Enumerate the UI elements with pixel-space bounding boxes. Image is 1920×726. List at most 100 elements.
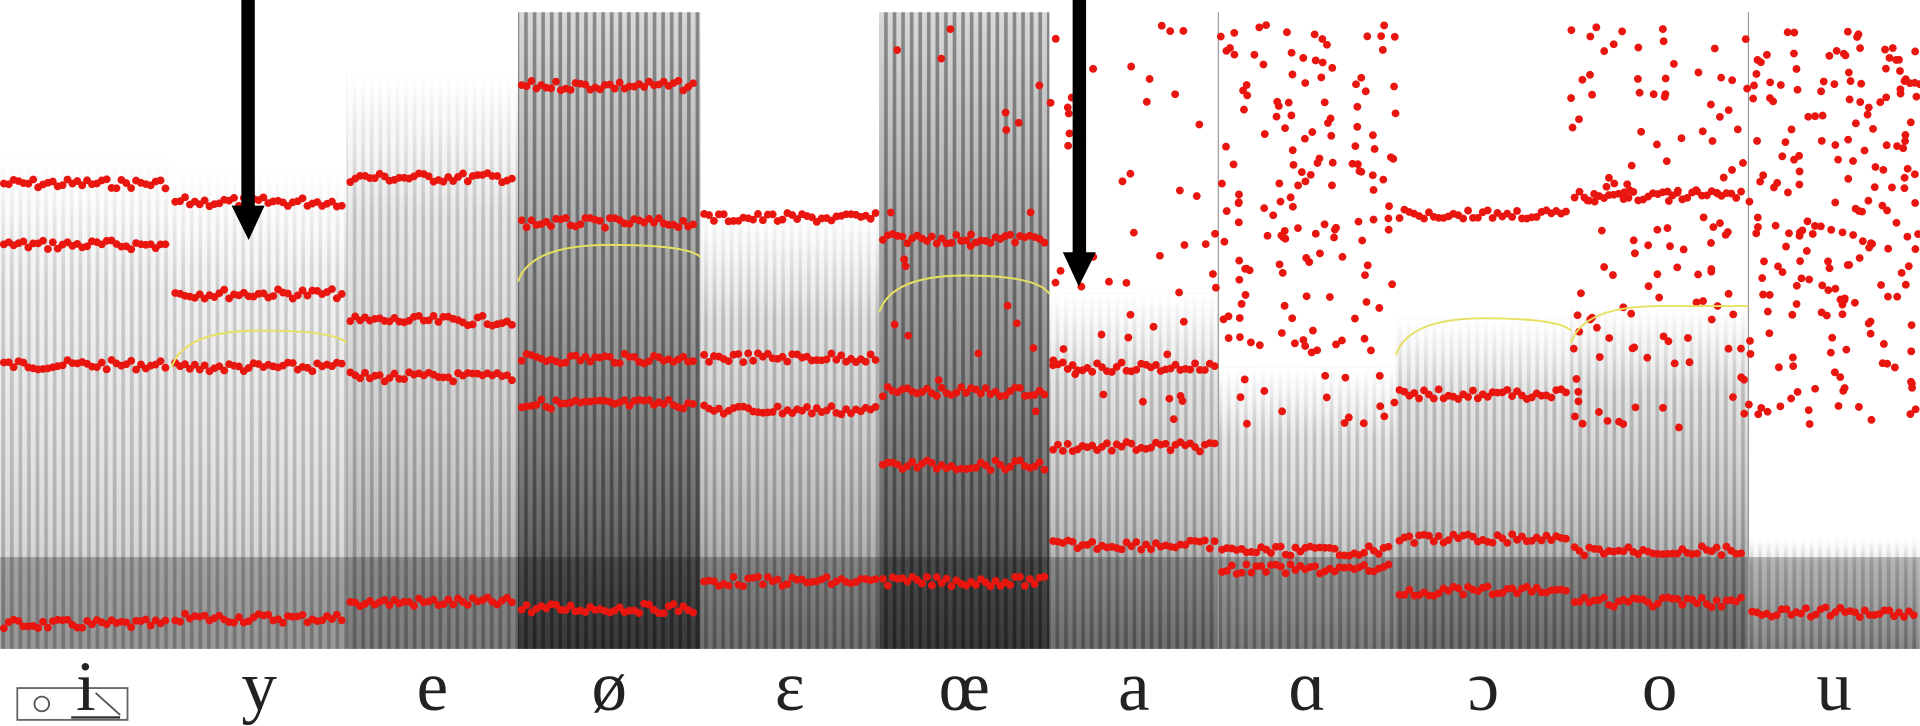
formant-point [1243,91,1252,100]
formant-point [749,356,758,365]
formant-point [1765,329,1774,338]
formant-point [1740,409,1749,418]
formant-point [1610,179,1619,188]
formant-point [754,210,762,218]
formant-point [1518,532,1526,541]
formant-point [1844,135,1853,144]
spectrogram-shade [879,12,1050,649]
formant-point [1574,387,1583,396]
formant-point [1783,188,1792,197]
formant-point [576,220,585,229]
formant-point [1728,166,1736,174]
formant-point [1630,249,1639,258]
formant-point [385,601,394,610]
formant-point [1900,612,1908,621]
formant-point [1142,97,1151,106]
formant-point [957,383,966,392]
formant-point [1105,277,1113,286]
formant-point [1759,290,1768,299]
formant-point [1532,583,1541,592]
formant-point [1866,329,1875,338]
formant-point [1844,68,1853,77]
formant-point [669,600,678,609]
formant-point [807,409,816,418]
formant-point [1746,336,1754,345]
formant-point [1792,65,1801,73]
formant-point [1132,538,1141,547]
formant-point [1811,112,1820,121]
formant-point [837,410,846,419]
formant-point [793,215,802,224]
formant-point [1353,122,1362,131]
formant-point [1211,283,1220,292]
formant-point [1434,385,1443,394]
formant-point [1351,314,1359,323]
formant-point [1503,538,1512,547]
formant-point [112,184,121,193]
formant-point [1230,28,1239,37]
formant-point [1662,157,1671,166]
formant-point [1269,211,1278,220]
formant-point [1379,175,1388,184]
formant-point [1065,129,1074,138]
formant-point [773,575,782,584]
formant-point [1031,407,1040,416]
formant-point [1237,568,1246,577]
formant-point [1155,251,1164,260]
formant-point [890,320,899,329]
vowel-label: ɑ [1289,648,1326,726]
formant-point [552,600,560,609]
formant-point [1772,611,1781,620]
formant-point [1352,80,1360,89]
formant-point [1580,551,1589,560]
formant-point [1763,50,1771,59]
formant-point [1362,298,1371,306]
formant-point [1380,21,1389,30]
formant-point [83,242,92,251]
formant-point [1051,34,1060,43]
formant-point [1911,199,1920,207]
formant-point [625,219,634,228]
formant-point [1797,274,1806,283]
formant-point [1699,213,1708,222]
formant-point [200,196,209,205]
formant-point [1003,301,1012,310]
formant-point [773,402,782,411]
formant-point [1600,593,1608,602]
formant-point [886,208,895,217]
formant-point [1737,344,1745,353]
formant-point [1787,125,1796,134]
formant-point [1054,440,1062,449]
formant-point [1429,537,1438,546]
formant-point [758,580,767,589]
formant-point [1766,94,1774,103]
formant-point [1911,245,1920,254]
formant-point [1068,361,1077,369]
vowel-label: i [76,648,96,726]
formant-point [1513,207,1521,215]
formant-point [1434,532,1443,540]
formant-point [1338,252,1347,261]
formant-point [1659,332,1668,341]
formant-point [1035,81,1044,90]
spectrogram-fade [1049,293,1219,649]
formant-point [1473,213,1482,222]
formant-point [1836,295,1845,304]
formant-point [986,582,995,591]
formant-point [1781,138,1790,147]
formant-point [1753,56,1762,64]
formant-point [1782,242,1790,251]
formant-point [1542,531,1551,540]
formant-point [1209,270,1217,278]
formant-point [1834,155,1843,164]
formant-point [901,262,910,271]
low-band [1049,557,1219,649]
formant-point [414,311,423,320]
formant-point [1169,415,1178,424]
formant-point [1332,223,1340,232]
formant-point [1513,589,1521,598]
formant-point [1644,241,1653,250]
formant-point [390,369,399,378]
formant-point [1684,334,1692,342]
pitch-track [878,274,1051,313]
